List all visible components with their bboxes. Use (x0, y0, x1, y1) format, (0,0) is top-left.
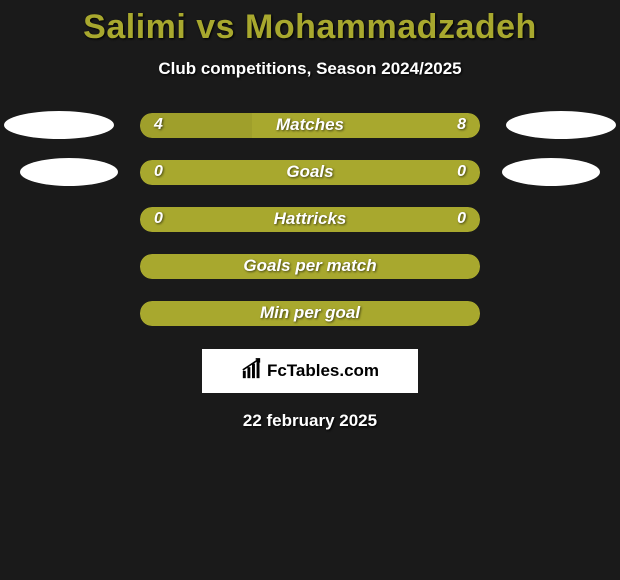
logo-badge[interactable]: FcTables.com (202, 349, 418, 393)
stat-row: 48Matches (0, 111, 620, 139)
stat-label: Matches (140, 115, 480, 135)
stat-label: Goals (140, 162, 480, 182)
stat-label: Hattricks (140, 209, 480, 229)
stat-row: 00Hattricks (0, 205, 620, 233)
stat-row: Min per goal (0, 299, 620, 327)
page-title: Salimi vs Mohammadzadeh (0, 8, 620, 47)
logo-text: FcTables.com (267, 361, 379, 381)
date-label: 22 february 2025 (0, 411, 620, 431)
stat-bar: 00Hattricks (140, 207, 480, 232)
stat-row: 00Goals (0, 158, 620, 186)
stat-bar: Min per goal (140, 301, 480, 326)
comparison-card: Salimi vs Mohammadzadeh Club competition… (0, 0, 620, 431)
stat-bar: Goals per match (140, 254, 480, 279)
stat-label: Min per goal (140, 303, 480, 323)
player-right-marker (506, 111, 616, 139)
chart-bars-icon (241, 358, 263, 385)
stat-label: Goals per match (140, 256, 480, 276)
stat-bar: 00Goals (140, 160, 480, 185)
stats-rows: 48Matches 00Goals 00Hattricks Goals per mat… (0, 111, 620, 327)
stat-row: Goals per match (0, 252, 620, 280)
subtitle: Club competitions, Season 2024/2025 (0, 59, 620, 79)
player-right-marker (502, 158, 600, 186)
player-left-marker (4, 111, 114, 139)
stat-bar: 48Matches (140, 113, 480, 138)
player-left-marker (20, 158, 118, 186)
